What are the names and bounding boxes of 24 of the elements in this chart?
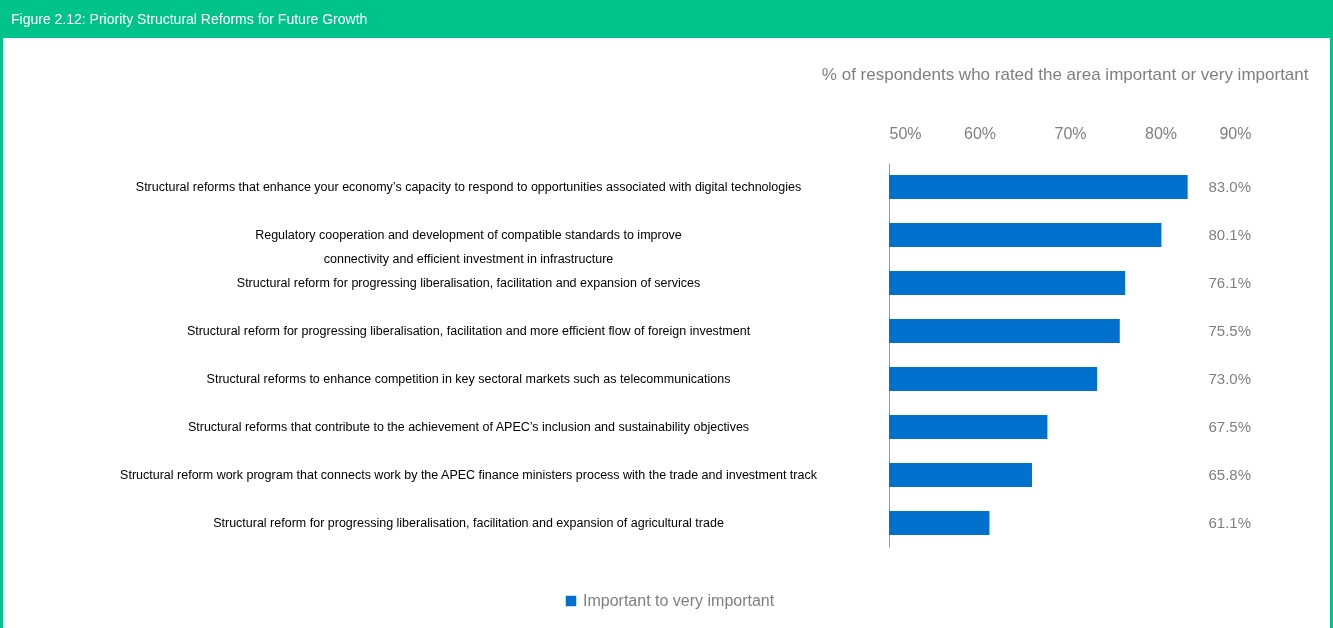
data-label: 65.8% — [1208, 466, 1251, 483]
data-label: 83.0% — [1208, 178, 1251, 195]
y-tick-label: Structural reform for progressing liberalisation, facilitation and expansion of agricultural trade — [213, 516, 724, 530]
y-tick-label: Structural reforms to enhance competition in key sectoral markets such as telecommunications — [206, 372, 731, 386]
y-tick-label: Structural reform work program that connects work by the APEC finance ministers process with the trade and investment track — [120, 468, 818, 482]
y-tick-label: Structural reforms that enhance your economy’s capacity to respond to opportunities associated with digital technologies — [135, 180, 802, 194]
data-label: 75.5% — [1208, 322, 1251, 339]
x-tick-label: 90% — [1219, 124, 1252, 142]
y-tick-label: Regulatory cooperation and development of compatible standards to improve connectivity and efficient investment in infrastructure — [255, 228, 682, 266]
x-axis-title: % of respondents who rated the area important or very important — [821, 64, 1309, 84]
data-label: 76.1% — [1208, 274, 1251, 291]
y-tick-label: Structural reform for progressing liberalisation, facilitation and more efficient flow of foreign investment — [186, 324, 751, 338]
x-tick-label: 60% — [963, 124, 997, 142]
x-tick-label: 50% — [889, 124, 922, 142]
y-tick-label: Structural reforms that contribute to the achievement of APEC’s inclusion and sustainability objectives — [187, 420, 750, 434]
y-tick-label: Structural reform for progressing liberalisation, facilitation and expansion of services — [236, 276, 701, 290]
data-label: 73.0% — [1208, 370, 1251, 387]
x-tick-label: 80% — [1144, 124, 1178, 142]
legend-label: Important to very important — [583, 592, 775, 609]
x-tick-label: 70% — [1054, 124, 1087, 142]
text: Figure 2.12: Priority Structural Reforms for Future Growth — [3, 3, 1330, 38]
data-label: 61.1% — [1208, 514, 1251, 531]
data-label: 80.1% — [1208, 226, 1251, 243]
data-label: 67.5% — [1208, 418, 1251, 435]
